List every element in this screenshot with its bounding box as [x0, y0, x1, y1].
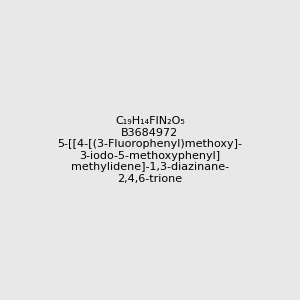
Text: C₁₉H₁₄FIN₂O₅
B3684972
5-[[4-[(3-Fluorophenyl)methoxy]-
3-iodo-5-methoxyphenyl]
m: C₁₉H₁₄FIN₂O₅ B3684972 5-[[4-[(3-Fluoroph… — [58, 116, 242, 184]
